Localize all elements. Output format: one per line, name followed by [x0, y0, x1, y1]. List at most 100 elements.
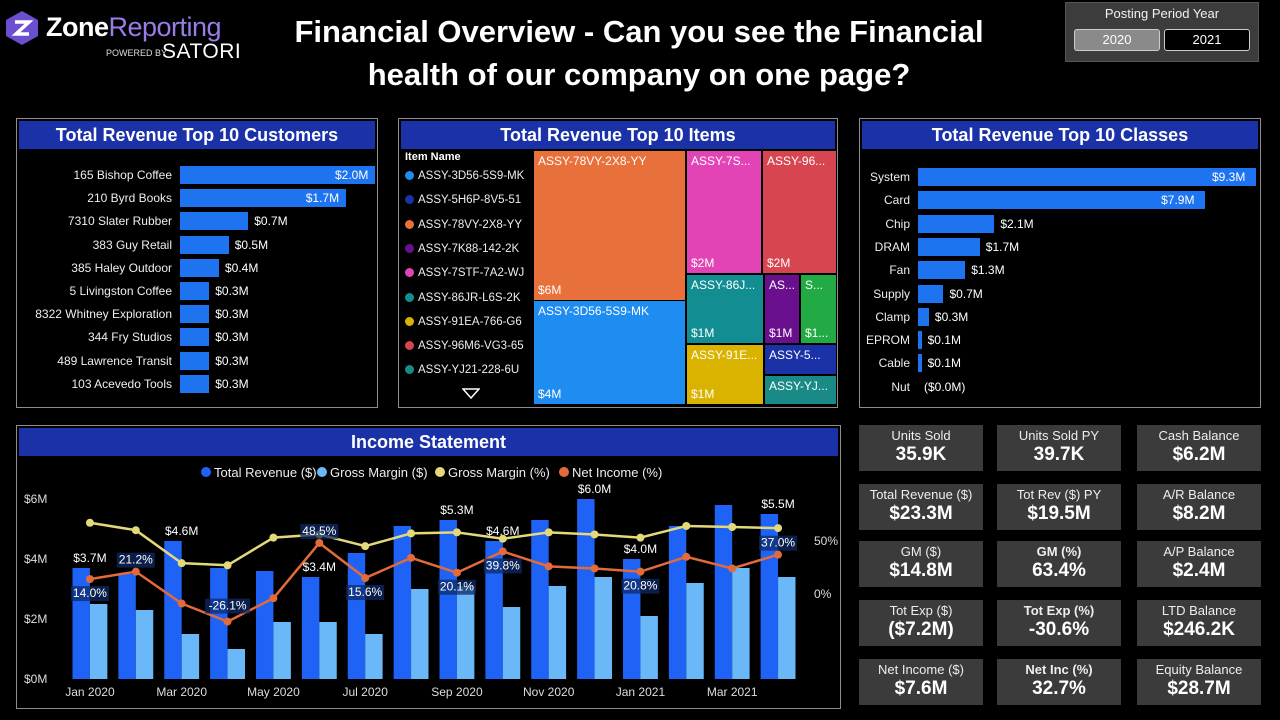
gross-margin-pct-point[interactable] — [452, 528, 461, 537]
class-row[interactable]: Cable $0.1M — [860, 353, 1260, 373]
customer-bar[interactable] — [180, 374, 210, 393]
revenue-bar[interactable] — [668, 526, 687, 679]
gross-margin-pct-point[interactable] — [269, 533, 278, 542]
income-legend-entry[interactable]: Net Income (%) — [559, 465, 662, 480]
gross-margin-bar[interactable] — [594, 577, 612, 679]
gross-margin-bar[interactable] — [732, 568, 750, 679]
revenue-bar[interactable] — [714, 505, 733, 679]
gross-margin-bar[interactable] — [319, 622, 337, 679]
net-income-pct-point[interactable] — [590, 564, 599, 573]
gross-margin-pct-point[interactable] — [223, 561, 232, 570]
treemap-cell[interactable]: ASSY-96... $2M — [763, 151, 836, 273]
gross-margin-pct-point[interactable] — [728, 523, 737, 532]
class-row[interactable]: Chip $2.1M — [860, 214, 1260, 234]
class-bar[interactable] — [918, 191, 1206, 210]
gross-margin-bar[interactable] — [135, 610, 154, 679]
customer-row[interactable]: 210 Byrd Books $1.7M — [17, 188, 377, 208]
net-income-pct-point[interactable] — [177, 599, 186, 608]
class-bar[interactable] — [918, 331, 922, 350]
class-bar[interactable] — [918, 307, 929, 326]
revenue-bar[interactable] — [72, 568, 90, 679]
customer-bar[interactable] — [180, 235, 229, 254]
customer-bar[interactable] — [180, 282, 210, 300]
revenue-bar[interactable] — [164, 541, 182, 679]
net-income-pct-point[interactable] — [728, 564, 737, 573]
class-row[interactable]: Supply $0.7M — [860, 284, 1260, 304]
legend-scroll-down-icon[interactable] — [462, 388, 480, 400]
customer-bar[interactable] — [180, 166, 375, 184]
class-row[interactable]: Fan $1.3M — [860, 260, 1260, 280]
customer-row[interactable]: 7310 Slater Rubber $0.7M — [17, 211, 377, 231]
net-income-pct-point[interactable] — [774, 550, 783, 559]
net-income-pct-point[interactable] — [223, 617, 232, 626]
income-legend-entry[interactable]: Total Revenue ($) — [201, 465, 317, 480]
gross-margin-pct-point[interactable] — [407, 529, 416, 538]
revenue-bar[interactable] — [577, 499, 595, 679]
customer-row[interactable]: 383 Guy Retail $0.5M — [17, 235, 377, 255]
gross-margin-pct-point[interactable] — [361, 542, 370, 551]
net-income-pct-point[interactable] — [85, 575, 94, 584]
treemap-cell[interactable]: ASSY-91E... $1M — [687, 345, 763, 404]
class-bar[interactable] — [918, 237, 980, 256]
net-income-pct-point[interactable] — [361, 574, 370, 583]
customer-row[interactable]: 103 Acevedo Tools $0.3M — [17, 374, 377, 394]
customer-bar[interactable] — [180, 305, 210, 324]
class-bar[interactable] — [918, 354, 922, 373]
gross-margin-bar[interactable] — [181, 634, 200, 679]
revenue-bar[interactable] — [623, 559, 641, 679]
gross-margin-pct-point[interactable] — [498, 534, 507, 543]
net-income-pct-point[interactable] — [407, 553, 416, 562]
treemap-cell[interactable]: AS... $1M — [765, 275, 799, 343]
customer-row[interactable]: 165 Bishop Coffee $2.0M — [17, 165, 377, 185]
gross-margin-pct-point[interactable] — [85, 518, 94, 527]
treemap-cell[interactable]: ASSY-3D56-5S9-MK $4M — [534, 301, 685, 404]
net-income-pct-point[interactable] — [131, 567, 140, 576]
gross-margin-bar[interactable] — [273, 622, 291, 679]
gross-margin-bar[interactable] — [456, 586, 475, 679]
class-row[interactable]: EPROM $0.1M — [860, 330, 1260, 350]
gross-margin-pct-point[interactable] — [544, 528, 553, 537]
treemap-cell[interactable]: ASSY-7S... $2M — [687, 151, 761, 273]
net-income-pct-point[interactable] — [452, 568, 461, 577]
item-legend-entry[interactable]: ASSY-86JR-L6S-2K — [405, 292, 521, 304]
class-bar[interactable] — [918, 284, 944, 303]
customer-bar[interactable] — [180, 212, 249, 231]
customer-row[interactable]: 8322 Whitney Exploration $0.3M — [17, 304, 377, 324]
revenue-bar[interactable] — [393, 526, 412, 679]
net-income-pct-point[interactable] — [636, 567, 645, 576]
treemap-cell[interactable]: S... $1... — [801, 275, 836, 343]
customer-row[interactable]: 489 Lawrence Transit $0.3M — [17, 351, 377, 371]
class-row[interactable]: Nut ($0.0M) — [860, 377, 1260, 397]
net-income-pct-point[interactable] — [269, 594, 278, 603]
net-income-pct-point[interactable] — [544, 562, 553, 571]
gross-margin-bar[interactable] — [502, 607, 521, 679]
gross-margin-pct-point[interactable] — [774, 524, 783, 533]
gross-margin-bar[interactable] — [227, 649, 245, 679]
revenue-bar[interactable] — [256, 571, 274, 679]
class-row[interactable]: Card $7.9M — [860, 190, 1260, 210]
gross-margin-pct-point[interactable] — [131, 526, 140, 535]
revenue-bar[interactable] — [439, 520, 457, 679]
net-income-pct-point[interactable] — [498, 547, 507, 556]
class-bar[interactable] — [918, 261, 966, 280]
gross-margin-bar[interactable] — [365, 634, 383, 679]
customer-bar[interactable] — [180, 328, 210, 347]
customer-bar[interactable] — [180, 189, 346, 208]
class-row[interactable]: Clamp $0.3M — [860, 307, 1260, 327]
item-legend-entry[interactable]: ASSY-96M6-VG3-65 — [405, 340, 524, 352]
item-legend-entry[interactable]: ASSY-5H6P-8V5-51 — [405, 194, 521, 206]
gross-margin-pct-point[interactable] — [682, 521, 691, 530]
class-bar[interactable] — [918, 214, 995, 233]
treemap-cell[interactable]: ASSY-YJ... — [765, 376, 836, 404]
revenue-bar[interactable] — [347, 553, 366, 679]
customer-row[interactable]: 344 Fry Studios $0.3M — [17, 327, 377, 347]
item-legend-entry[interactable]: ASSY-YJ21-228-6U — [405, 364, 519, 376]
class-row[interactable]: System $9.3M — [860, 167, 1260, 187]
gross-margin-pct-point[interactable] — [590, 530, 599, 539]
item-legend-entry[interactable]: ASSY-91EA-766-G6 — [405, 316, 522, 328]
gross-margin-bar[interactable] — [548, 586, 567, 679]
revenue-bar[interactable] — [301, 577, 320, 679]
treemap-cell[interactable]: ASSY-5... — [765, 345, 836, 374]
income-legend-entry[interactable]: Gross Margin (%) — [435, 465, 550, 480]
item-legend-entry[interactable]: ASSY-78VY-2X8-YY — [405, 219, 522, 231]
